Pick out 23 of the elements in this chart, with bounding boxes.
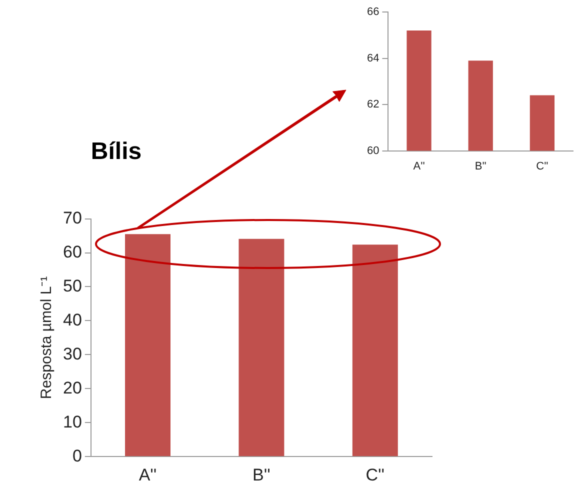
y-tick-label: 70 xyxy=(62,208,82,228)
y-tick-label: 30 xyxy=(62,344,82,364)
bar xyxy=(125,234,170,456)
y-tick-label: 62 xyxy=(366,98,380,111)
y-tick-label: 0 xyxy=(72,446,82,466)
y-tick-label: 66 xyxy=(366,6,380,18)
y-tick-label: 20 xyxy=(62,378,82,398)
y-tick-label: 40 xyxy=(62,310,82,330)
y-tick-label: 50 xyxy=(62,276,82,296)
chart-title: Bílis xyxy=(90,138,142,166)
x-tick-label: B'' xyxy=(252,465,270,484)
y-tick-label: 60 xyxy=(62,242,82,262)
bar xyxy=(238,238,284,456)
x-tick-label: B'' xyxy=(474,160,486,172)
y-tick-label: 64 xyxy=(366,52,380,64)
bar xyxy=(352,244,398,456)
x-tick-label: A'' xyxy=(138,465,157,484)
x-tick-label: C'' xyxy=(366,465,385,484)
x-tick-label: C'' xyxy=(536,160,548,172)
x-tick-label: A'' xyxy=(413,160,425,172)
y-axis-title: Resposta µmol L⁻¹ xyxy=(38,276,56,400)
y-tick-label: 10 xyxy=(62,412,82,432)
y-tick-label: 60 xyxy=(366,144,380,157)
